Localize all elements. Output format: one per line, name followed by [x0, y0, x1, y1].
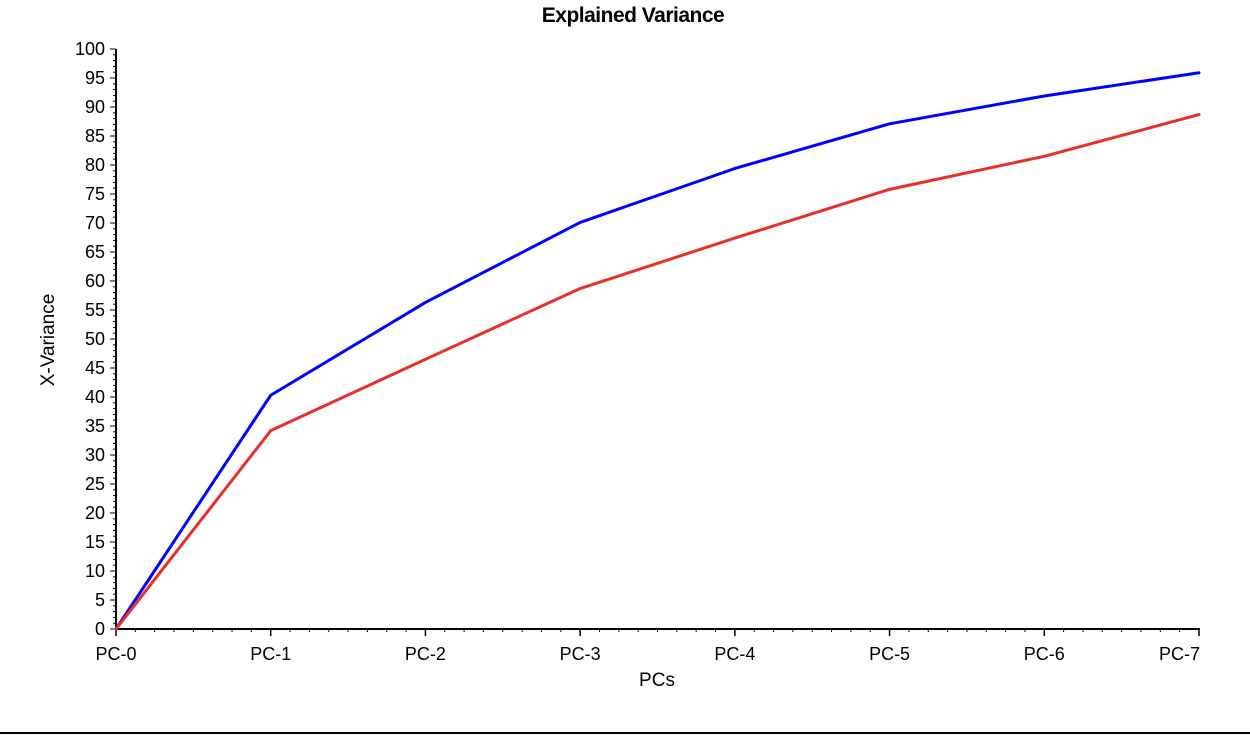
y-tick-label: 25	[85, 474, 105, 494]
x-tick-label: PC-6	[1024, 644, 1065, 664]
x-tick-label: PC-0	[95, 644, 136, 664]
x-tick-label: PC-2	[405, 644, 446, 664]
y-tick-label: 20	[85, 503, 105, 523]
y-tick-label: 95	[85, 68, 105, 88]
y-tick-label: 60	[85, 271, 105, 291]
y-axis-title: X-Variance	[38, 294, 59, 387]
series-group	[114, 71, 1201, 631]
y-axis-ticks: 0 5 10 15 20 25 30 35 40 45 50 55 60 65 70 75 80 85 90 95 10…	[75, 39, 116, 639]
y-tick-label: 15	[85, 532, 105, 552]
x-tick-label: PC-5	[869, 644, 910, 664]
y-tick-label: 35	[85, 416, 105, 436]
y-tick-label: 50	[85, 329, 105, 349]
series-line-1	[114, 71, 1201, 631]
y-tick-label: 85	[85, 126, 105, 146]
series-line-2	[114, 113, 1201, 631]
y-tick-label: 55	[85, 300, 105, 320]
y-tick-label: 100	[75, 39, 105, 59]
x-tick-label: PC-7	[1159, 644, 1200, 664]
x-tick-label: PC-3	[560, 644, 601, 664]
y-tick-label: 80	[85, 155, 105, 175]
y-tick-label: 45	[85, 358, 105, 378]
y-tick-label: 40	[85, 387, 105, 407]
chart-title: Explained Variance	[542, 4, 724, 27]
y-tick-label: 5	[95, 590, 105, 610]
x-axis-title: PCs	[639, 670, 675, 691]
y-tick-label: 70	[85, 213, 105, 233]
y-tick-label: 0	[95, 619, 105, 639]
y-tick-label: 30	[85, 445, 105, 465]
y-tick-label: 65	[85, 242, 105, 262]
x-tick-label: PC-1	[250, 644, 291, 664]
x-axis-ticks: PC-0 PC-1 PC-2 PC-3 PC-4 PC-5 PC-6 PC-7	[95, 629, 1200, 664]
y-tick-label: 10	[85, 561, 105, 581]
x-tick-label: PC-4	[714, 644, 755, 664]
y-tick-label: 90	[85, 97, 105, 117]
y-tick-label: 75	[85, 184, 105, 204]
